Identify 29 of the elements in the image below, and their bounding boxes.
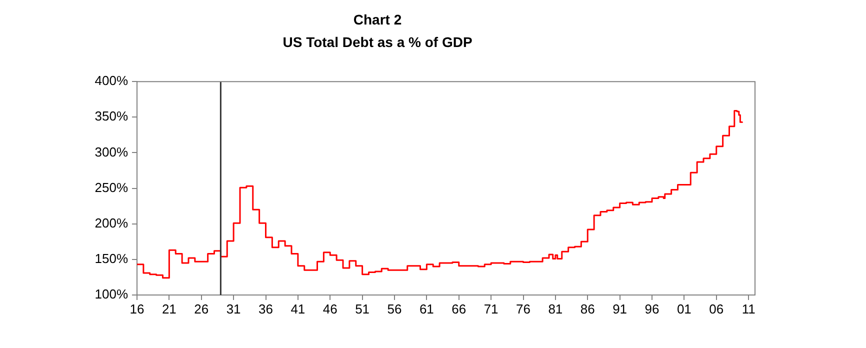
x-tick-label: 01 bbox=[676, 301, 692, 316]
y-tick-label: 400% bbox=[94, 73, 128, 88]
x-tick-label: 76 bbox=[516, 301, 530, 316]
x-tick-label: 41 bbox=[290, 301, 306, 316]
x-tick-label: 96 bbox=[644, 301, 660, 316]
x-tick-label: 06 bbox=[709, 301, 724, 316]
x-tick-label: 11 bbox=[742, 301, 756, 316]
x-tick-label: 46 bbox=[322, 301, 338, 316]
chart-title: Chart 2 bbox=[353, 11, 402, 28]
x-tick-label: 61 bbox=[419, 301, 434, 316]
x-tick-label: 21 bbox=[162, 301, 176, 316]
y-tick-label: 250% bbox=[94, 180, 128, 195]
y-tick-label: 300% bbox=[94, 144, 128, 160]
x-tick-label: 56 bbox=[387, 301, 402, 316]
y-tick-label: 200% bbox=[94, 215, 128, 230]
x-tick-label: 91 bbox=[612, 301, 628, 316]
x-tick-label: 26 bbox=[194, 301, 209, 316]
x-tick-label: 71 bbox=[484, 301, 498, 316]
x-tick-label: 66 bbox=[452, 301, 466, 316]
chart-subtitle: US Total Debt as a % of GDP bbox=[282, 34, 472, 50]
y-tick-label: 150% bbox=[94, 251, 128, 266]
x-tick-label: 51 bbox=[355, 301, 370, 316]
y-tick-label: 100% bbox=[94, 286, 128, 302]
x-tick-label: 81 bbox=[548, 301, 563, 316]
x-tick-label: 86 bbox=[580, 301, 595, 316]
x-tick-label: 31 bbox=[226, 301, 241, 316]
y-tick-label: 350% bbox=[94, 108, 128, 124]
x-tick-label: 36 bbox=[258, 301, 273, 316]
x-tick-label: 16 bbox=[130, 301, 144, 316]
